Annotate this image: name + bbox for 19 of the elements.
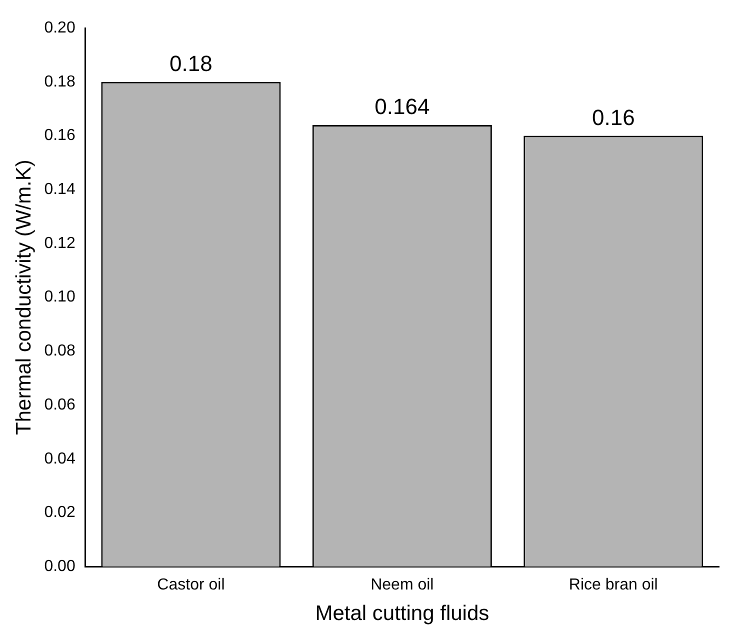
x-tick-label: Neem oil — [370, 576, 434, 594]
y-tick-label: 0.20 — [44, 19, 76, 36]
y-tick-label: 0.16 — [44, 127, 76, 144]
y-tick-label: 0.10 — [44, 288, 76, 306]
x-tick-label: Castor oil — [157, 576, 225, 594]
y-tick-label: 0.12 — [44, 234, 76, 252]
y-tick-label: 0.18 — [44, 73, 76, 90]
y-tick-label: 0.14 — [44, 180, 76, 198]
y-tick-label: 0.04 — [44, 450, 76, 468]
data-label: 0.16 — [592, 104, 635, 130]
y-tick-label: 0.08 — [44, 342, 76, 360]
x-tick-label: Rice bran oil — [568, 576, 658, 594]
y-tick-label: 0.00 — [44, 558, 76, 576]
data-label: 0.164 — [374, 94, 430, 120]
y-axis-title: Thermal conductivity (W/m.K) — [12, 160, 36, 435]
y-tick-label: 0.06 — [44, 396, 76, 414]
x-axis-title: Metal cutting fluids — [315, 602, 490, 626]
y-tick-label: 0.02 — [44, 504, 76, 522]
data-label: 0.18 — [170, 50, 212, 76]
